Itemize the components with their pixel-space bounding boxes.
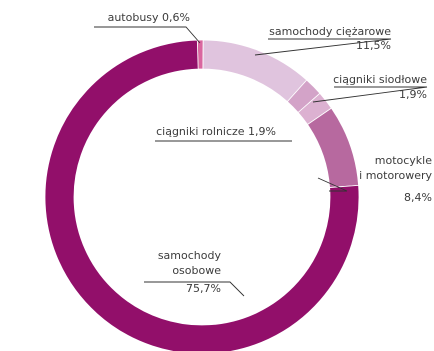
slice-4 xyxy=(306,107,359,188)
slice-label-2-line-0: ciągniki siodłowe xyxy=(333,73,427,86)
slice-label-5-line-1: osobowe xyxy=(172,264,221,277)
leader-line-2 xyxy=(312,86,428,103)
slice-label-1-line-1: 11,5% xyxy=(356,39,391,52)
slice-label-5-line-2: 75,7% xyxy=(186,282,221,295)
leader-line-0 xyxy=(94,26,201,44)
slice-label-3-line-0: ciągniki rolnicze 1,9% xyxy=(156,125,276,138)
slice-label-5-line-0: samochody xyxy=(158,249,222,262)
slice-label-1-line-0: samochody ciężarowe xyxy=(269,25,391,38)
slice-label-4-line-0: motocykle xyxy=(375,154,432,167)
slice-1 xyxy=(202,39,308,103)
leader-line-5 xyxy=(144,281,245,297)
leader-line-1 xyxy=(254,38,392,56)
donut-slices xyxy=(44,39,360,351)
slice-label-4-line-2: 8,4% xyxy=(404,191,432,204)
leader-line-4 xyxy=(317,177,348,192)
slice-label-4-line-1: i motorowery xyxy=(359,169,432,182)
slice-label-0-line-0: autobusy 0,6% xyxy=(108,11,190,24)
label-leader-lines xyxy=(94,26,428,297)
slice-5 xyxy=(44,39,360,351)
slice-label-2-line-1: 1,9% xyxy=(399,88,427,101)
